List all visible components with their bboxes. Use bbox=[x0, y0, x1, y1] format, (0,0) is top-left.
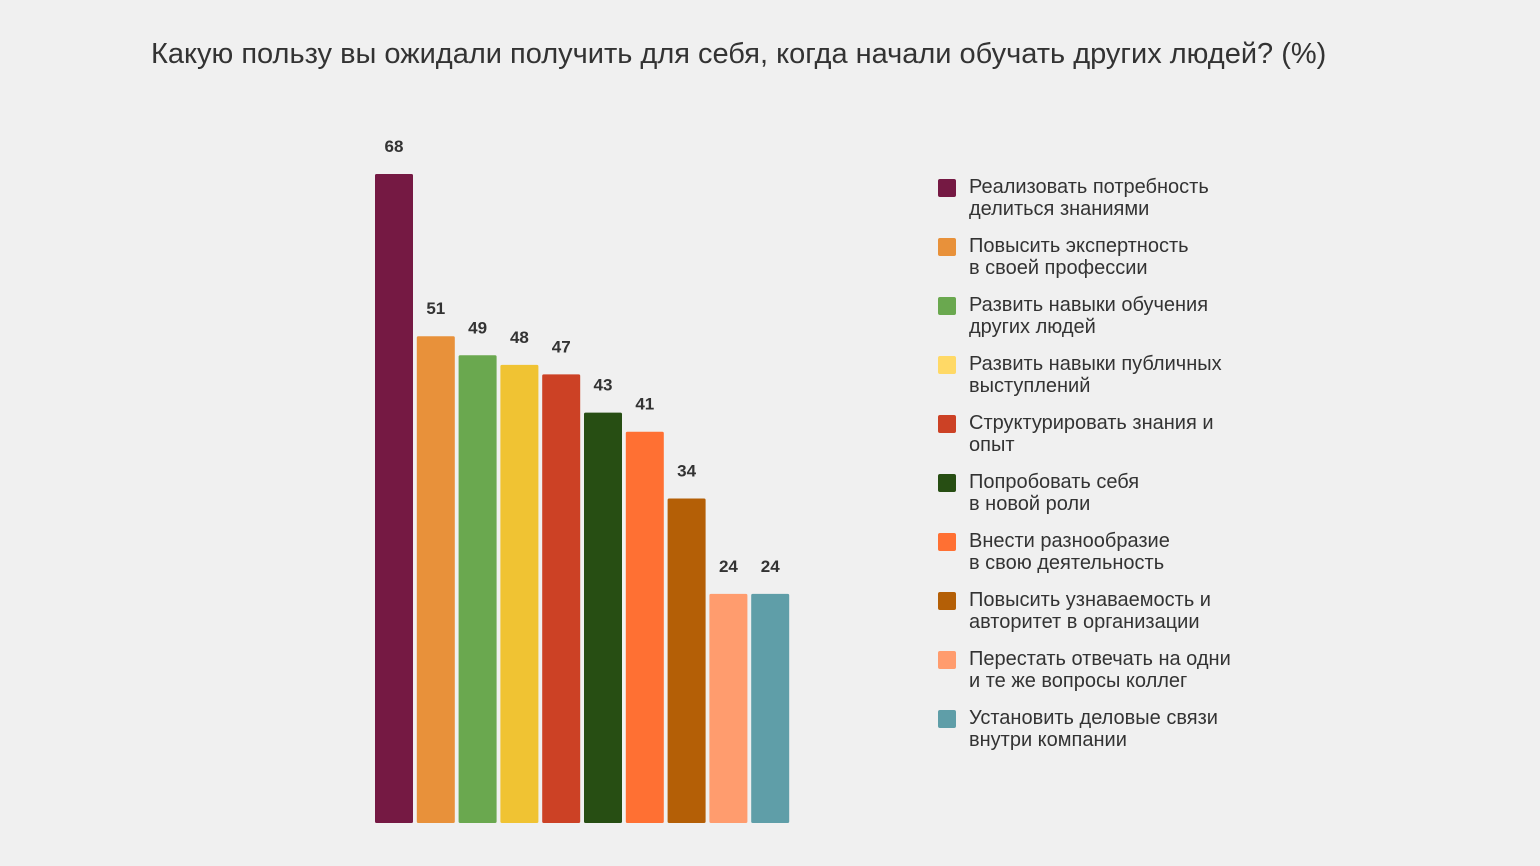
legend-label-2: Повысить экспертность в своей профессии bbox=[969, 235, 1189, 279]
legend-label-3: Развить навыки обучения других людей bbox=[969, 294, 1209, 338]
legend-label-5: Структурировать знания и опыт bbox=[969, 412, 1214, 456]
bar-value-label-3: 49 bbox=[468, 318, 487, 337]
bar-value-label-4: 48 bbox=[510, 328, 529, 347]
bar-3 bbox=[458, 355, 497, 823]
legend-item-2: Повысить экспертность в своей профессии bbox=[937, 235, 1297, 294]
legend-item-4: Развить навыки публичных выступлений bbox=[937, 353, 1297, 412]
value-labels-group: 68 51 49 48 47 43 41 34 24 24 bbox=[385, 137, 781, 576]
legend-label-8: Повысить узнаваемость и авторитет в орга… bbox=[969, 589, 1211, 633]
legend-swatch-3 bbox=[938, 297, 956, 315]
bar-value-label-2: 51 bbox=[426, 299, 445, 318]
legend-swatch-7 bbox=[938, 533, 956, 551]
bar-4 bbox=[500, 364, 539, 823]
legend-swatch-8 bbox=[938, 592, 956, 610]
bar-5 bbox=[542, 374, 581, 823]
legend-item-9: Перестать отвечать на одни и те же вопро… bbox=[937, 648, 1297, 707]
bar-value-label-5: 47 bbox=[552, 337, 571, 356]
legend-label-10: Установить деловые связи внутри компании bbox=[969, 707, 1218, 751]
legend-swatch-9 bbox=[938, 651, 956, 669]
legend-item-8: Повысить узнаваемость и авторитет в орга… bbox=[937, 589, 1297, 648]
legend-label-1: Реализовать потребность делиться знаниям… bbox=[969, 176, 1209, 220]
bar-10 bbox=[751, 593, 790, 823]
chart-legend: Реализовать потребность делиться знаниям… bbox=[937, 176, 1297, 766]
legend-swatch-10 bbox=[938, 710, 956, 728]
bar-value-label-1: 68 bbox=[385, 137, 404, 156]
bar-1 bbox=[375, 174, 413, 823]
legend-item-6: Попробовать себя в новой роли bbox=[937, 471, 1297, 530]
bar-value-label-8: 34 bbox=[677, 462, 696, 481]
bar-value-label-6: 43 bbox=[594, 376, 613, 395]
legend-item-10: Установить деловые связи внутри компании bbox=[937, 707, 1297, 766]
legend-swatch-1 bbox=[938, 179, 956, 197]
bar-2 bbox=[416, 336, 455, 823]
bar-6 bbox=[584, 412, 622, 823]
legend-item-1: Реализовать потребность делиться знаниям… bbox=[937, 176, 1297, 235]
legend-item-7: Внести разнообразие в свою деятельность bbox=[937, 530, 1297, 589]
legend-label-6: Попробовать себя в новой роли bbox=[969, 471, 1140, 515]
legend-item-3: Развить навыки обучения других людей bbox=[937, 294, 1297, 353]
legend-swatch-6 bbox=[938, 474, 956, 492]
bar-value-label-9: 24 bbox=[719, 557, 738, 576]
legend-item-5: Структурировать знания и опыт bbox=[937, 412, 1297, 471]
legend-label-4: Развить навыки публичных выступлений bbox=[969, 353, 1222, 397]
legend-swatch-5 bbox=[938, 415, 956, 433]
bar-9 bbox=[709, 593, 748, 823]
bar-value-label-7: 41 bbox=[635, 395, 654, 414]
legend-label-9: Перестать отвечать на одни и те же вопро… bbox=[969, 648, 1231, 692]
bars-group bbox=[375, 174, 790, 823]
bar-7 bbox=[625, 431, 664, 823]
legend-swatch-4 bbox=[938, 356, 956, 374]
bar-8 bbox=[667, 498, 706, 823]
legend-label-7: Внести разнообразие в свою деятельность bbox=[969, 530, 1170, 574]
bar-value-label-10: 24 bbox=[761, 557, 780, 576]
legend-swatch-2 bbox=[938, 238, 956, 256]
chart-title: Какую пользу вы ожидали получить для себ… bbox=[151, 38, 1327, 70]
